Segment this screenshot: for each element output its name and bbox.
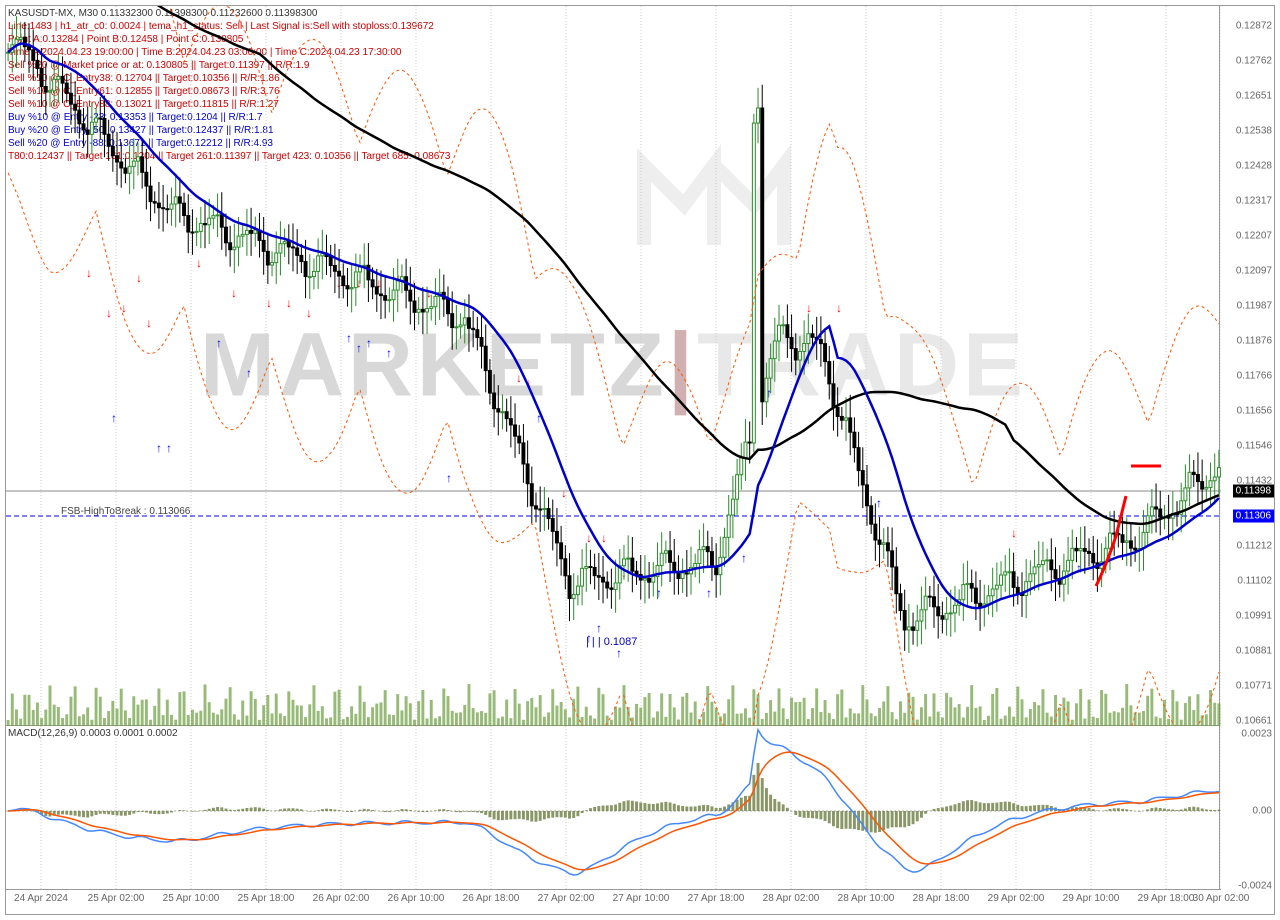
macd-y-tick: 0.00 xyxy=(1253,806,1272,817)
y-tick: 0.12207 xyxy=(1236,231,1272,242)
x-tick: 24 Apr 2024 xyxy=(14,893,68,904)
macd-y-tick: -0.0024 xyxy=(1238,881,1272,892)
macd-panel[interactable]: MACD(12,26,9) 0.0003 0.0001 0.0002 xyxy=(6,726,1221,891)
x-axis: 24 Apr 2024 25 Apr 02:00 25 Apr 10:00 25 Ap… xyxy=(6,889,1221,914)
x-tick: 27 Apr 18:00 xyxy=(688,893,745,904)
x-tick: 26 Apr 18:00 xyxy=(463,893,520,904)
x-tick: 25 Apr 18:00 xyxy=(238,893,295,904)
x-tick: 25 Apr 10:00 xyxy=(163,893,220,904)
price-tag-dashed: 0.11306 xyxy=(1233,510,1274,523)
price-tag-current: 0.11398 xyxy=(1233,485,1274,498)
y-tick: 0.11212 xyxy=(1237,541,1272,552)
y-tick: 0.11987 xyxy=(1237,301,1272,312)
macd-y-tick: 0.0023 xyxy=(1241,729,1272,740)
y-tick: 0.10991 xyxy=(1236,611,1272,622)
y-tick: 0.12538 xyxy=(1236,126,1272,137)
y-tick: 0.12097 xyxy=(1236,266,1272,277)
y-tick: 0.10771 xyxy=(1236,681,1272,692)
chart-container: MARKETZ|TRADE xyxy=(5,5,1275,915)
y-tick: 0.12762 xyxy=(1236,56,1272,67)
x-tick: 27 Apr 10:00 xyxy=(613,893,670,904)
y-tick: 0.10661 xyxy=(1236,716,1272,727)
y-tick: 0.12651 xyxy=(1236,91,1272,102)
x-tick: 29 Apr 18:00 xyxy=(1138,893,1195,904)
y-tick: 0.10881 xyxy=(1236,646,1272,657)
x-tick: 26 Apr 02:00 xyxy=(313,893,370,904)
x-tick: 30 Apr 02:00 xyxy=(1193,893,1250,904)
annotation-svg xyxy=(6,6,1221,726)
y-tick: 0.11102 xyxy=(1237,576,1272,587)
y-tick: 0.12317 xyxy=(1236,196,1272,207)
y-tick: 0.11876 xyxy=(1237,336,1272,347)
x-tick: 27 Apr 02:00 xyxy=(538,893,595,904)
x-tick: 28 Apr 02:00 xyxy=(763,893,820,904)
y-tick: 0.12428 xyxy=(1236,161,1272,172)
macd-svg xyxy=(6,726,1221,891)
y-axis-macd: 0.0023 0.00 -0.0024 xyxy=(1219,726,1274,891)
x-tick: 25 Apr 02:00 xyxy=(88,893,145,904)
y-tick: 0.12872 xyxy=(1236,21,1272,32)
x-tick: 26 Apr 10:00 xyxy=(388,893,445,904)
y-tick: 0.11656 xyxy=(1237,406,1272,417)
y-tick: 0.11546 xyxy=(1237,441,1272,452)
y-axis-main: 0.12872 0.12762 0.12651 0.12538 0.12428 0.123… xyxy=(1219,6,1274,726)
y-tick: 0.11766 xyxy=(1237,371,1272,382)
x-tick: 29 Apr 10:00 xyxy=(1063,893,1120,904)
x-tick: 29 Apr 02:00 xyxy=(988,893,1045,904)
main-chart-area[interactable]: MARKETZ|TRADE xyxy=(6,6,1221,726)
x-tick: 28 Apr 18:00 xyxy=(913,893,970,904)
x-tick: 28 Apr 10:00 xyxy=(838,893,895,904)
